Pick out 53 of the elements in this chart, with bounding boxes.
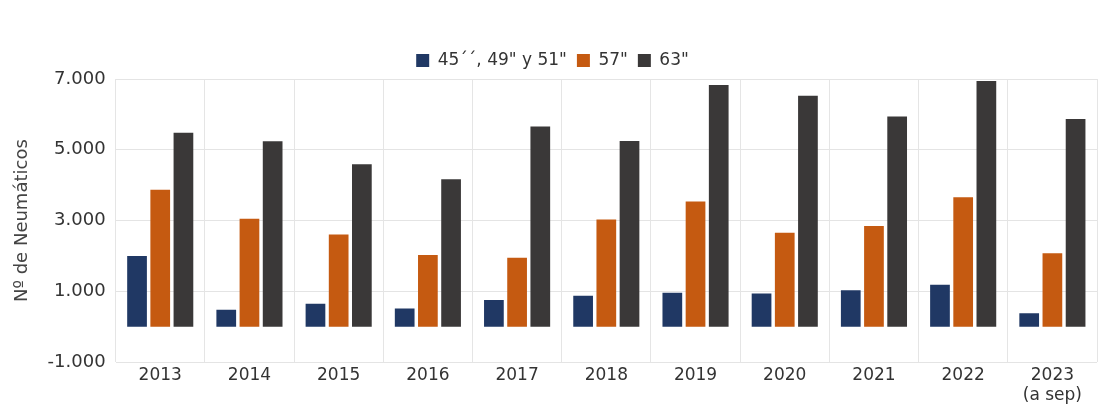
bar (150, 189, 171, 327)
bar (328, 234, 349, 327)
bar (1065, 119, 1086, 327)
bar (976, 81, 997, 327)
bar (751, 293, 772, 327)
legend-label: 57" (598, 48, 628, 69)
bar (127, 256, 147, 327)
y-axis-title: Nº de Neumáticos (10, 139, 32, 302)
y-tick-label: -1.000 (47, 349, 106, 371)
bar (840, 290, 861, 327)
y-tick-label: 5.000 (54, 137, 106, 159)
x-tick-label: 2015 (317, 363, 361, 384)
bar (708, 85, 729, 327)
bar (507, 257, 527, 327)
y-tick-label: 7.000 (54, 66, 106, 88)
bar (1042, 253, 1063, 327)
x-tick-label: 2013 (138, 363, 182, 384)
bar (887, 116, 908, 327)
bar (596, 219, 617, 327)
x-tick-label: 2019 (673, 363, 718, 384)
x-tick-label: 2020 (763, 363, 807, 384)
legend-label: 63" (659, 48, 689, 69)
x-tick-label: 2021 (852, 363, 896, 384)
bar (484, 299, 504, 327)
bar (441, 179, 461, 327)
bar (953, 197, 974, 327)
bar (930, 284, 950, 327)
bar (573, 295, 593, 327)
legend-label: 45´´, 49" y 51" (437, 48, 567, 69)
bar (352, 164, 372, 327)
bar (774, 232, 795, 327)
x-tick-label: 2022 (941, 363, 985, 384)
bar (305, 303, 326, 327)
bar (418, 254, 438, 327)
bar (173, 132, 194, 327)
bar (619, 140, 640, 327)
y-tick-label: 1.000 (54, 279, 106, 301)
x-tick-label: 2018 (584, 363, 628, 384)
x-tick-label: 2017 (495, 363, 539, 384)
bar (1019, 313, 1040, 327)
bar (262, 141, 283, 327)
bar (864, 225, 884, 327)
bar (662, 292, 683, 327)
y-tick-label: 3.000 (54, 208, 106, 230)
x-tick-label: 2014 (227, 363, 272, 384)
bar (394, 308, 415, 327)
bar (530, 126, 551, 327)
x-tick-label: 2023 (a sep) (1022, 363, 1082, 405)
bar (216, 309, 237, 327)
bar (685, 201, 706, 327)
x-tick-label: 2016 (406, 363, 450, 384)
bar (239, 218, 260, 327)
bar (798, 95, 818, 327)
